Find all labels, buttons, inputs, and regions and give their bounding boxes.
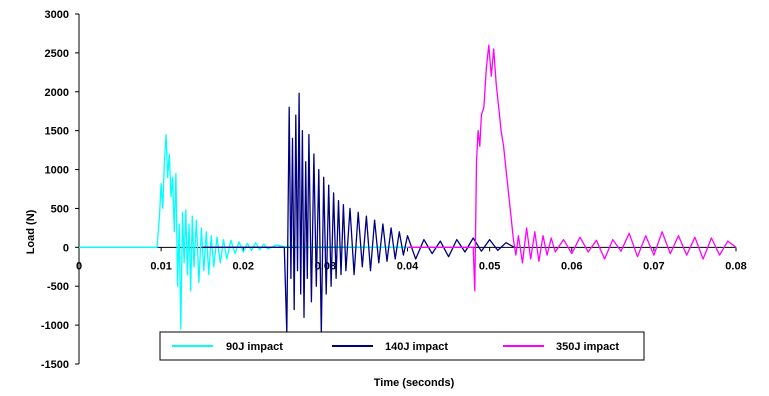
y-tick-label: 3000 xyxy=(45,9,69,21)
x-tick-label: 0.04 xyxy=(397,260,419,272)
legend-label-90j: 90J impact xyxy=(226,341,283,353)
x-axis-title: Time (seconds) xyxy=(374,377,455,389)
y-axis-title: Load (N) xyxy=(25,209,37,254)
series-line-0 xyxy=(79,133,408,330)
y-tick-group: -1500 -1000 -500 0 500 1000 1500 2000 2500 3000 xyxy=(41,9,79,371)
series-line-2 xyxy=(407,44,737,292)
x-tick-label: 0 xyxy=(76,260,82,272)
series-line-1 xyxy=(202,92,515,334)
legend: 90J impact 140J impact 350J impact xyxy=(159,331,645,361)
y-tick-label: 1500 xyxy=(45,126,69,138)
y-tick-label: 2500 xyxy=(45,48,69,60)
y-tick-label: -1500 xyxy=(41,359,69,371)
y-tick-label: 0 xyxy=(63,242,69,254)
legend-box xyxy=(159,331,645,361)
y-tick-label: 2000 xyxy=(45,87,69,99)
x-tick-label: 0.02 xyxy=(233,260,254,272)
x-tick-group: 0 0.01 0.02 0.03 0.04 0.05 0.06 0.07 0.08 xyxy=(76,247,747,272)
y-tick-label: -1000 xyxy=(41,320,69,332)
x-tick-label: 0.07 xyxy=(643,260,664,272)
y-tick-label: 1000 xyxy=(45,165,69,177)
x-tick-label: 0.01 xyxy=(150,260,171,272)
series-group xyxy=(79,44,737,334)
y-tick-label: 500 xyxy=(51,203,69,215)
axes xyxy=(78,14,736,364)
x-tick-label: 0.05 xyxy=(479,260,500,272)
x-tick-label: 0.06 xyxy=(561,260,582,272)
x-tick-label: 0.08 xyxy=(725,260,746,272)
legend-label-140j: 140J impact xyxy=(385,341,448,353)
legend-label-350j: 350J impact xyxy=(556,341,619,353)
y-tick-label: -500 xyxy=(47,281,69,293)
